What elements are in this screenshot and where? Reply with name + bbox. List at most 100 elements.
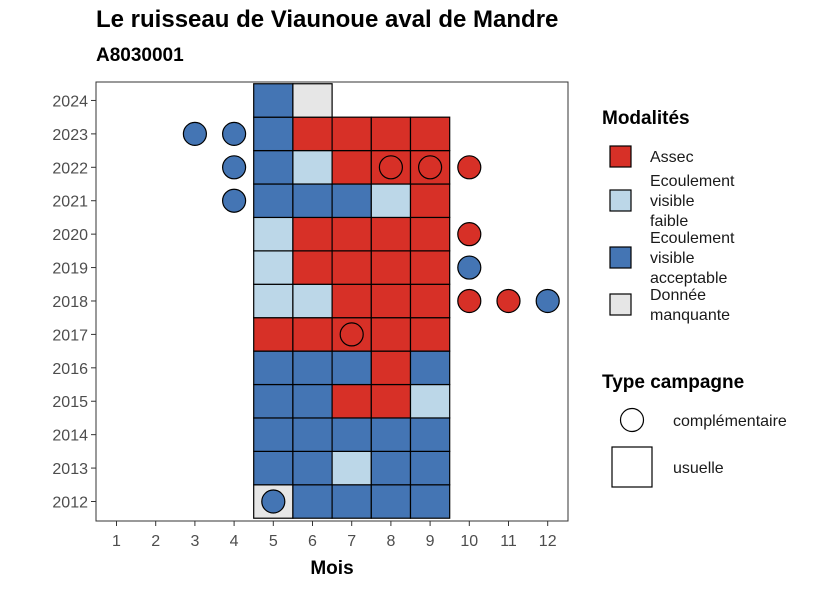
heatmap-cell (409, 383, 451, 419)
heatmap-cell (292, 450, 333, 486)
chart-title: Le ruisseau de Viaunoue aval de Mandre (96, 6, 559, 33)
complementary-point (457, 222, 482, 247)
complementary-point (222, 188, 247, 213)
x-tick-label: 11 (500, 533, 517, 550)
complementary-point (339, 322, 364, 347)
heatmap-cell (370, 417, 412, 452)
heatmap-cell (253, 450, 294, 486)
heatmap-cell (331, 417, 372, 452)
heatmap-cell (292, 350, 333, 386)
x-tick-label: 10 (460, 533, 478, 550)
heatmap-cell (253, 149, 294, 185)
x-tick-label: 9 (426, 533, 435, 550)
y-tick-label: 2015 (52, 394, 88, 411)
heatmap-cell (253, 283, 294, 319)
heatmap-cell (370, 350, 412, 386)
heatmap-cell (370, 183, 412, 219)
heatmap-cell (331, 183, 372, 219)
heatmap-cell (253, 417, 294, 452)
complementary-point (182, 121, 207, 146)
y-tick-label: 2013 (52, 461, 88, 478)
complementary-point (535, 288, 560, 314)
heatmap-cell (409, 283, 451, 319)
heatmap-cell (253, 183, 294, 219)
x-tick-label: 1 (112, 533, 121, 550)
heatmap-cell (370, 216, 412, 252)
x-tick-label: 5 (269, 533, 278, 550)
heatmap-cell (331, 250, 372, 285)
y-tick-label: 2022 (52, 160, 88, 177)
heatmap-cell (292, 417, 333, 452)
heatmap-cell (409, 116, 451, 152)
heatmap-cell (409, 484, 451, 519)
heatmap-cell (292, 250, 333, 285)
heatmap-cell (370, 283, 412, 319)
x-tick-label: 8 (386, 533, 395, 550)
y-tick-label: 2024 (52, 93, 88, 110)
heatmap-cell (331, 116, 372, 152)
heatmap-cell (370, 250, 412, 285)
y-tick-label: 2012 (52, 495, 88, 512)
complementary-point (378, 155, 403, 180)
heatmap-cell (253, 216, 294, 252)
heatmap-cell (331, 283, 372, 319)
heatmap-cell (409, 317, 451, 352)
heatmap-cell (253, 83, 294, 118)
y-tick-label: 2016 (52, 361, 88, 378)
legend-label-complementaire: complémentaire (673, 413, 787, 430)
complementary-point (457, 288, 482, 314)
heatmap-cell (253, 116, 294, 152)
x-tick-label: 4 (230, 533, 239, 550)
legend-label-acceptable: acceptable (650, 270, 727, 287)
legend-key-faible (609, 189, 632, 212)
heatmap-cell (409, 350, 451, 386)
legend-key-manquante (609, 293, 632, 316)
heatmap-cell (409, 183, 451, 219)
heatmap-cell (292, 116, 333, 152)
complementary-point (457, 255, 482, 280)
heatmap-cell (292, 216, 333, 252)
heatmap-cell (331, 383, 372, 419)
heatmap-cell (292, 283, 333, 319)
legend-label-acceptable: visible (650, 250, 695, 267)
legend-title-modalites: Modalités (602, 108, 690, 129)
legend-label-manquante: manquante (650, 307, 730, 324)
heatmap-cell (370, 450, 412, 486)
x-tick-label: 6 (308, 533, 317, 550)
heatmap-cell (253, 317, 294, 352)
heatmap-cell (409, 250, 451, 285)
y-tick-label: 2018 (52, 294, 88, 311)
y-tick-label: 2021 (52, 194, 88, 211)
heatmap-cell (370, 116, 412, 152)
legend-label-usuelle: usuelle (673, 460, 724, 477)
y-tick-label: 2023 (52, 127, 88, 144)
complementary-point (222, 155, 247, 180)
heatmap-cell (292, 149, 333, 185)
legend-key-acceptable (609, 246, 632, 269)
heatmap-cell (370, 317, 412, 352)
heatmap-cell (253, 250, 294, 285)
y-tick-label: 2014 (52, 428, 88, 445)
heatmap-cell (292, 317, 333, 352)
legend-key-assec (609, 145, 632, 168)
legend-key-square (611, 446, 653, 488)
legend-label-faible: Ecoulement (650, 173, 735, 190)
plot-panel (95, 81, 569, 522)
heatmap-cell (292, 383, 333, 419)
heatmap-cell (253, 350, 294, 386)
heatmap-cell (292, 83, 333, 118)
heatmap-cell (331, 450, 372, 486)
legend-label-manquante: Donnée (650, 287, 706, 304)
chart-subtitle: A8030001 (96, 45, 184, 66)
x-tick-label: 2 (151, 533, 160, 550)
heatmap-cell (409, 417, 451, 452)
legend-label-assec: Assec (650, 149, 694, 166)
heatmap-cell (409, 216, 451, 252)
complementary-point (261, 489, 286, 514)
legend-label-faible: visible (650, 193, 695, 210)
complementary-point (457, 155, 482, 180)
legend-label-faible: faible (650, 213, 688, 230)
complementary-point (222, 121, 247, 146)
heatmap-cell (292, 183, 333, 219)
legend-label-acceptable: Ecoulement (650, 230, 735, 247)
